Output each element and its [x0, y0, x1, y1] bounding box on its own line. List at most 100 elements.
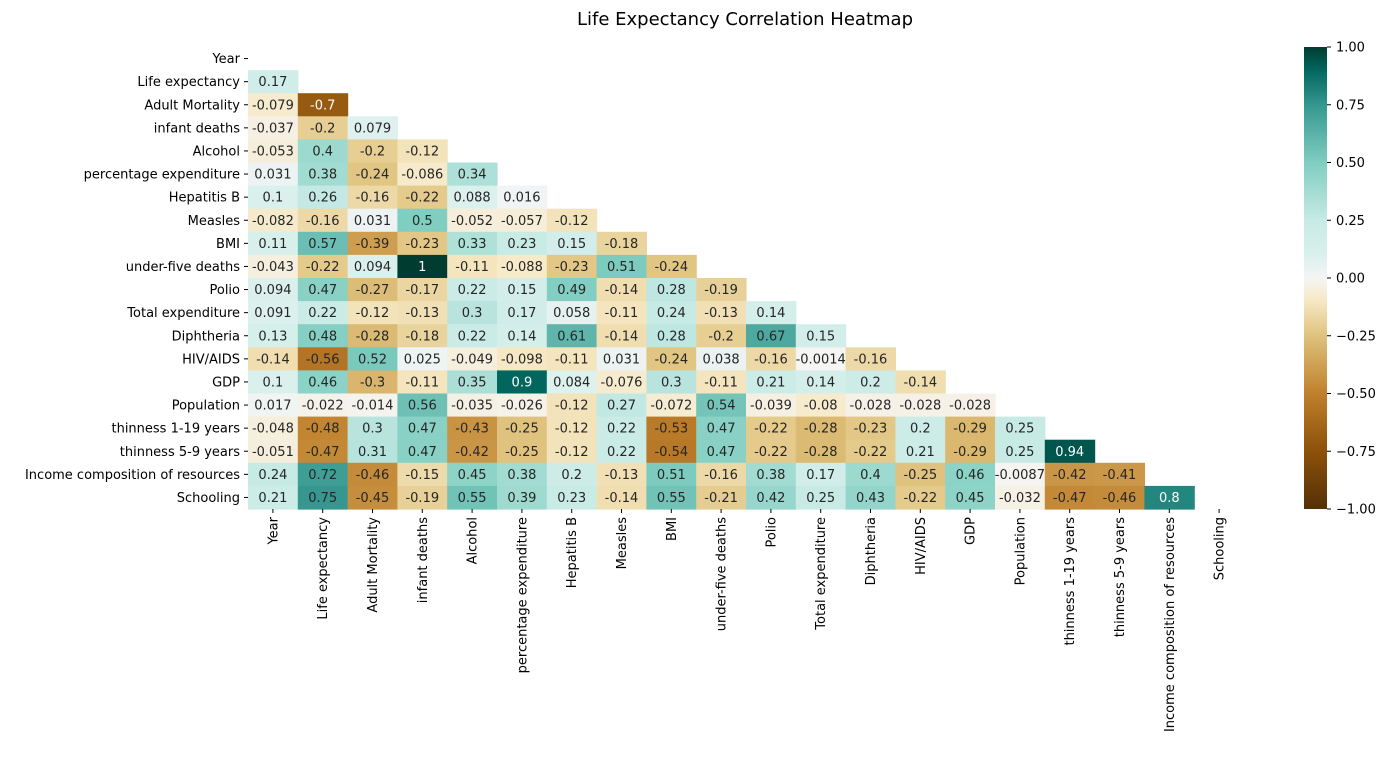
heatmap-cell: [795, 439, 847, 464]
heatmap-cell: [397, 462, 448, 487]
heatmap-cell: [248, 70, 299, 94]
y-tick-label: Alcohol: [193, 144, 240, 159]
cell-value-label: -0.39: [356, 237, 390, 252]
heatmap-cell: [447, 231, 498, 256]
y-tick-label: Population: [172, 399, 240, 414]
heatmap-cell: [248, 278, 299, 302]
cell-value-label: -0.17: [405, 283, 439, 298]
cell-value-label: -0.2: [310, 121, 335, 136]
heatmap-cell: [297, 162, 349, 187]
heatmap-cell: [347, 416, 398, 441]
heatmap-cell: [248, 139, 299, 164]
cell-value-label: -0.42: [1053, 468, 1087, 483]
heatmap-cell: [596, 462, 647, 487]
heatmap-cell: [297, 324, 349, 348]
heatmap-cell: [347, 162, 398, 187]
heatmap-cell: [447, 254, 498, 279]
x-tick-label: Hepatitis B: [565, 517, 580, 588]
cell-value-label: -0.45: [356, 491, 390, 506]
heatmap-cell: [497, 254, 548, 279]
heatmap-cell: [297, 93, 349, 117]
cell-value-label: -0.18: [605, 237, 639, 252]
heatmap-cell: [596, 254, 647, 279]
heatmap-cell: [397, 301, 448, 325]
y-tick-label: GDP: [212, 375, 240, 390]
heatmap-cell: [696, 301, 747, 325]
y-tick-label: Hepatitis B: [169, 191, 240, 206]
cell-value-label: -0.12: [555, 422, 589, 437]
heatmap-cell: [596, 416, 647, 441]
heatmap-cell: [646, 393, 697, 418]
cell-value-label: -0.46: [356, 468, 390, 483]
cell-value-label: -0.22: [854, 445, 888, 460]
heatmap-cell: [945, 462, 996, 487]
x-tick-label: Income composition of resources: [1163, 517, 1178, 732]
cell-value-label: -0.47: [306, 445, 340, 460]
heatmap-cell: [347, 208, 398, 233]
cell-value-label: 0.11: [258, 237, 287, 252]
cell-value-label: 0.33: [458, 237, 487, 252]
heatmap-cell: [248, 347, 299, 371]
cell-value-label: -0.11: [704, 375, 738, 390]
heatmap-cell: [497, 208, 548, 233]
heatmap-cell: [795, 324, 847, 348]
colorbar-tick-label: 0.25: [1336, 214, 1365, 229]
cell-value-label: 0.4: [860, 468, 881, 483]
heatmap-cell: [397, 254, 448, 279]
heatmap-cell: [497, 439, 548, 464]
cell-value-label: -0.27: [356, 283, 390, 298]
heatmap-cell: [297, 370, 349, 395]
heatmap-cell: [347, 462, 398, 487]
heatmap-cell: [1044, 439, 1096, 464]
heatmap-cell: [646, 278, 697, 302]
cell-value-label: 0.43: [856, 491, 885, 506]
heatmap-cell: [1044, 462, 1096, 487]
heatmap-cell: [347, 439, 398, 464]
cell-value-label: 0.47: [707, 422, 736, 437]
cell-value-label: 0.47: [308, 283, 337, 298]
cell-value-label: 0.94: [1055, 445, 1084, 460]
cell-value-label: -0.29: [953, 445, 987, 460]
heatmap-cell: [397, 347, 448, 371]
heatmap-cell: [248, 116, 299, 140]
heatmap-cell: [347, 370, 398, 395]
heatmap-cell: [347, 185, 398, 210]
heatmap-cell: [1044, 485, 1096, 510]
cell-value-label: 0.091: [254, 306, 291, 321]
heatmap-cell: [546, 416, 598, 441]
cell-value-label: 0.21: [258, 491, 287, 506]
heatmap-cell: [696, 324, 747, 348]
heatmap-cell: [497, 462, 548, 487]
heatmap-cell: [248, 93, 299, 117]
colorbar-tick-label: −0.75: [1336, 445, 1376, 460]
cell-value-label: 0.1: [263, 191, 284, 206]
heatmap-cell: [845, 462, 896, 487]
heatmap-cell: [596, 393, 647, 418]
cell-value-label: -0.22: [903, 491, 937, 506]
heatmap-cell: [596, 231, 647, 256]
heatmap-cell: [447, 393, 498, 418]
cell-value-label: -0.56: [306, 352, 340, 367]
heatmap-cell: [397, 439, 448, 464]
cell-value-label: 0.13: [258, 329, 287, 344]
heatmap-cell: [845, 347, 896, 371]
cell-value-label: -0.039: [750, 399, 792, 414]
cell-value-label: -0.052: [451, 214, 493, 229]
x-tick-label: infant deaths: [416, 517, 431, 603]
cell-value-label: -0.22: [306, 260, 340, 275]
cell-value-label: -0.032: [999, 491, 1041, 506]
cell-value-label: 0.3: [661, 375, 682, 390]
cell-value-label: -0.12: [405, 144, 439, 159]
cell-value-label: 0.5: [412, 214, 433, 229]
heatmap-cell: [895, 393, 946, 418]
cell-value-label: 1: [418, 260, 426, 275]
heatmap-cell: [397, 393, 448, 418]
heatmap-cell: [646, 254, 697, 279]
heatmap-cell: [397, 231, 448, 256]
heatmap-cell: [546, 462, 598, 487]
cell-value-label: 0.031: [254, 168, 291, 183]
heatmap-cell: [497, 416, 548, 441]
cell-value-label: -0.14: [605, 491, 639, 506]
colorbar-ticks: 1.00 0.75 0.50 0.25 0.00 −0.25 −0.50 −0.75 −1.00: [1327, 41, 1376, 518]
cell-value-label: -0.043: [252, 260, 294, 275]
